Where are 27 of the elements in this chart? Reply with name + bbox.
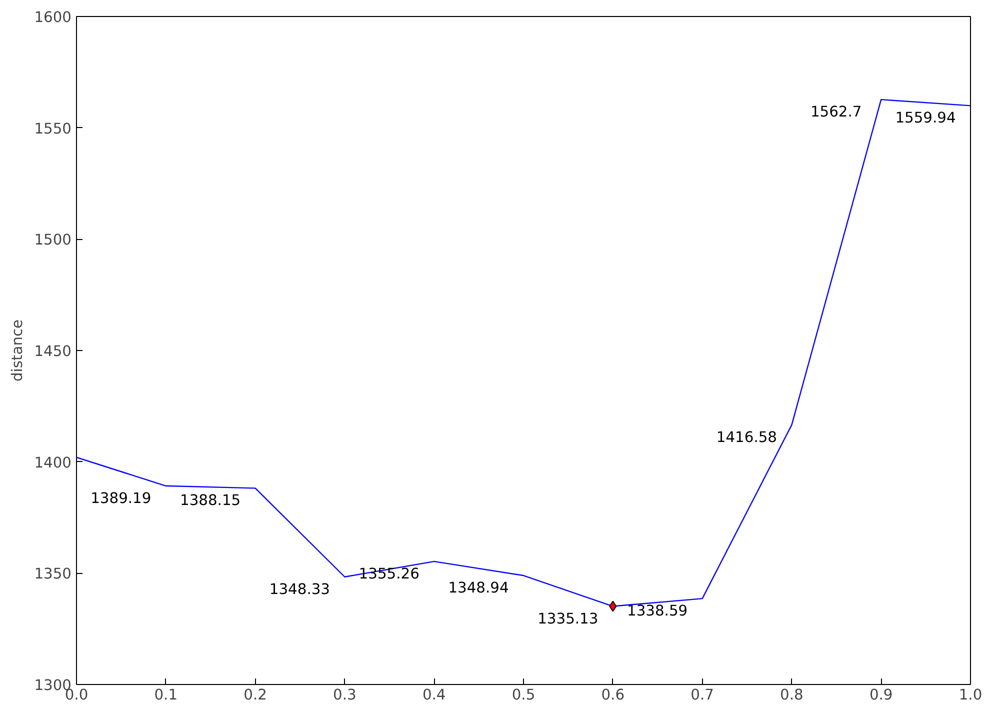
- data-label: 1562.7: [810, 104, 862, 121]
- x-tick-label: 0.9: [869, 686, 893, 704]
- x-tick-label: 0.5: [512, 686, 536, 704]
- x-tick-label: 0.8: [780, 686, 804, 704]
- y-tick-label: 1600: [34, 9, 72, 26]
- x-tick-label: 1.0: [958, 686, 982, 704]
- x-tick-label: 0.4: [422, 686, 446, 704]
- data-label: 1335.13: [538, 610, 598, 628]
- y-axis-title: distance: [9, 319, 26, 382]
- x-tick-label: 0.1: [154, 686, 178, 704]
- data-label: 1348.94: [448, 580, 509, 597]
- y-tick-label: 1550: [34, 120, 72, 138]
- x-tick-label: 0.2: [244, 686, 267, 704]
- y-tick-label: 1450: [34, 343, 72, 360]
- x-tick-label: 0.3: [333, 686, 356, 704]
- data-label: 1389.19: [90, 490, 152, 507]
- data-label: 1355.26: [358, 565, 420, 582]
- y-tick-label: 1350: [34, 566, 72, 583]
- data-label: 1559.94: [895, 110, 956, 127]
- x-tick-label: 0.7: [690, 686, 714, 704]
- y-tick-label: 1500: [34, 232, 72, 249]
- data-label: 1348.33: [269, 580, 330, 598]
- data-label: 1416.58: [716, 428, 778, 446]
- x-tick-label: 0.6: [601, 686, 625, 704]
- data-label: 1338.59: [626, 602, 688, 620]
- y-tick-label: 1400: [34, 454, 72, 472]
- data-label: 1388.15: [180, 492, 241, 510]
